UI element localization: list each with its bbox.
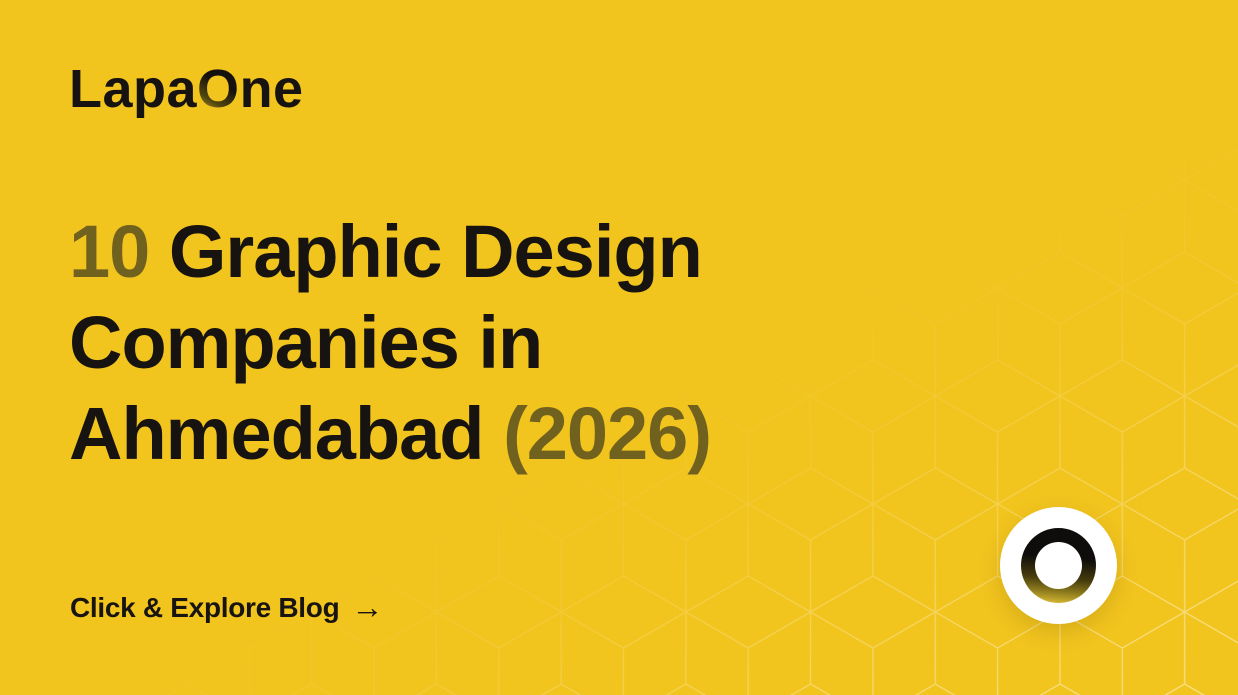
cta-explore-blog-link[interactable]: Click & Explore Blog → [70, 589, 384, 625]
title-line2: Companies in [69, 301, 543, 384]
title-line1: Graphic Design [149, 210, 703, 293]
title-number: 10 [69, 210, 150, 293]
arrow-right-icon: → [351, 589, 384, 625]
brand-badge [1000, 507, 1117, 624]
o-ring-hole [1035, 542, 1082, 589]
logo-text-ne: ne [239, 59, 304, 119]
o-ring-icon [1021, 528, 1096, 603]
page-title: 10 Graphic Design Companies in Ahmedabad… [69, 206, 712, 479]
logo-text-lapa: Lapa [69, 59, 198, 119]
brand-logo: LapaOne [69, 62, 304, 116]
title-line3: Ahmedabad [69, 392, 504, 475]
logo-o-gradient-glyph: O [197, 59, 240, 119]
title-year: (2026) [503, 392, 712, 475]
cta-label: Click & Explore Blog [70, 592, 340, 623]
